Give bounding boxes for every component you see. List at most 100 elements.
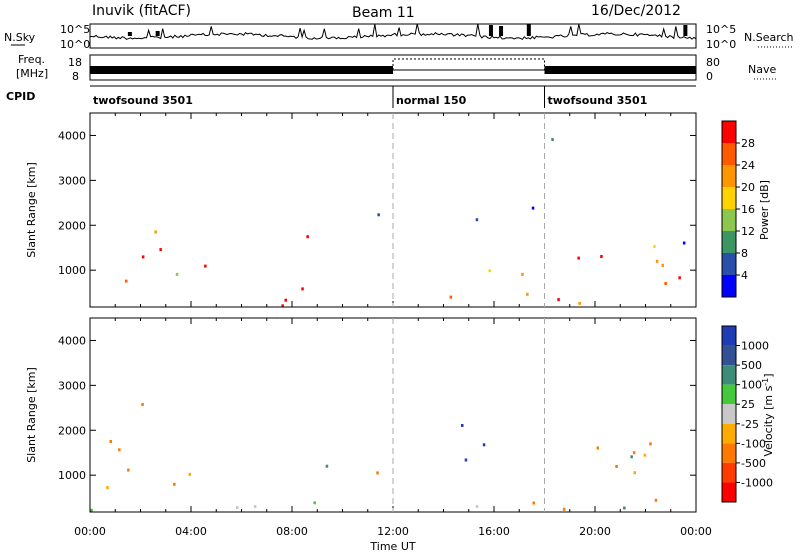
range-cell [284, 298, 287, 302]
cpid-panel: CPID twofsound 3501 normal 150 twofsound 3… [6, 85, 696, 108]
range-cell [531, 206, 535, 210]
velocity-panel: 1000 2000 3000 4000 Slant Range [km] 1000 50… [25, 317, 775, 553]
power-heatmap [125, 138, 686, 308]
cpid-segments: twofsound 3501 normal 150 twofsound 3501 [93, 86, 647, 108]
power-colorbar: 28 24 20 16 12 8 4 [721, 120, 755, 298]
power-ylabel: Slant Range [km] [25, 162, 38, 258]
y-tick-label: 3000 [58, 174, 86, 187]
colorbar-swatch [722, 345, 736, 366]
colorbar-tick-label: 12 [741, 225, 755, 238]
x-tick-label: 00:00 [74, 525, 106, 538]
range-cell [630, 455, 633, 459]
colorbar-swatch [722, 326, 736, 346]
range-cell [90, 508, 93, 512]
range-cell [159, 248, 162, 252]
cpid-segment-label: twofsound 3501 [93, 94, 193, 107]
colorbar-tick-label: -500 [741, 457, 766, 470]
velocity-colorbar-label-exponent: -1 [761, 378, 770, 386]
range-cell [526, 292, 529, 296]
cpid-segment-label: normal 150 [396, 94, 467, 107]
range-cell [643, 453, 647, 457]
y-tick-label: 1000 [58, 469, 86, 482]
x-tick-label: 20:00 [579, 525, 611, 538]
colorbar-tick-label: 1000 [741, 340, 769, 353]
range-cell [109, 440, 112, 443]
colorbar-swatch [722, 462, 736, 483]
colorbar-tick-label: 4 [741, 269, 748, 282]
power-colorbar-label: Power [dB] [758, 180, 771, 240]
noise-spike [127, 32, 132, 36]
noise-spike [155, 31, 160, 36]
colorbar-swatch [722, 231, 736, 253]
range-cell [632, 451, 636, 455]
range-cell [313, 501, 316, 505]
freq-left-tick-bottom: 8 [72, 70, 79, 83]
freq-right-tick-bottom: 0 [706, 70, 713, 83]
range-cell [154, 230, 157, 234]
x-tick-label: 04:00 [175, 525, 207, 538]
colorbar-frame [721, 325, 737, 503]
y-tick-label: 2000 [58, 424, 86, 437]
y-tick-label: 4000 [58, 129, 86, 142]
range-cell [596, 446, 599, 450]
beam-title: Beam 11 [352, 5, 415, 21]
range-cell [464, 458, 468, 462]
noise-spike [683, 25, 688, 36]
range-cell [127, 468, 130, 472]
freq-band [90, 66, 393, 74]
range-cell [654, 498, 658, 502]
freq-panel: Freq. [MHz] 18 8 80 0 Nave [16, 53, 778, 83]
colorbar-tick-label: 24 [741, 159, 755, 172]
range-cell [653, 244, 656, 248]
freq-label-bottom: [MHz] [16, 67, 48, 80]
range-cell [188, 472, 191, 476]
colorbar-tick-label: 28 [741, 137, 755, 150]
noise-spike [499, 26, 504, 36]
range-cell [236, 506, 239, 509]
range-cell [475, 218, 479, 222]
range-cell [655, 259, 659, 263]
range-cell [449, 295, 453, 299]
range-cell [678, 276, 681, 280]
cpid-segment-label: twofsound 3501 [548, 94, 648, 107]
range-cell [173, 482, 176, 486]
velocity-colorbar-label: Velocity [m s-1] [761, 373, 775, 456]
velocity-ylabel: Slant Range [km] [25, 367, 38, 463]
range-cell [325, 464, 329, 468]
colorbar-tick-label: -25 [741, 418, 759, 431]
colorbar-swatch [722, 482, 736, 502]
range-cell [682, 241, 686, 245]
y-tick-label: 2000 [58, 219, 86, 232]
noise-search-label: N.Search [744, 31, 794, 44]
range-cell [118, 448, 121, 452]
power-axes: 1000 2000 3000 4000 [58, 113, 697, 307]
freq-right-tick-top: 80 [706, 56, 720, 69]
range-cell [482, 443, 486, 447]
range-cell [377, 213, 380, 217]
range-cell [600, 255, 603, 258]
noise-left-tick-top: 10^5 [60, 23, 90, 36]
y-tick-label: 3000 [58, 379, 86, 392]
range-cell [106, 486, 109, 490]
range-cell [532, 501, 535, 505]
range-cell [562, 507, 566, 511]
freq-band [544, 66, 696, 74]
x-tick-label: 00:00 [680, 525, 712, 538]
range-cell [141, 403, 144, 406]
colorbar-tick-label: 25 [741, 398, 755, 411]
colorbar-swatch [722, 365, 736, 385]
range-cell [664, 282, 667, 285]
range-cell [623, 506, 626, 510]
range-cell [557, 298, 560, 302]
colorbar-tick-label: 20 [741, 181, 755, 194]
noise-sky-label: N.Sky [4, 31, 36, 44]
noise-spike [488, 25, 493, 36]
range-cell [461, 424, 464, 427]
range-cell [551, 138, 554, 141]
noise-panel: N.Sky 10^5 10^0 10^5 10^0 N.Search [4, 23, 794, 51]
range-cell [521, 272, 524, 276]
velocity-colorbar-label-suffix: ] [762, 373, 775, 377]
range-cell [175, 272, 179, 276]
nave-label: Nave [748, 63, 776, 76]
range-cell [253, 505, 257, 509]
